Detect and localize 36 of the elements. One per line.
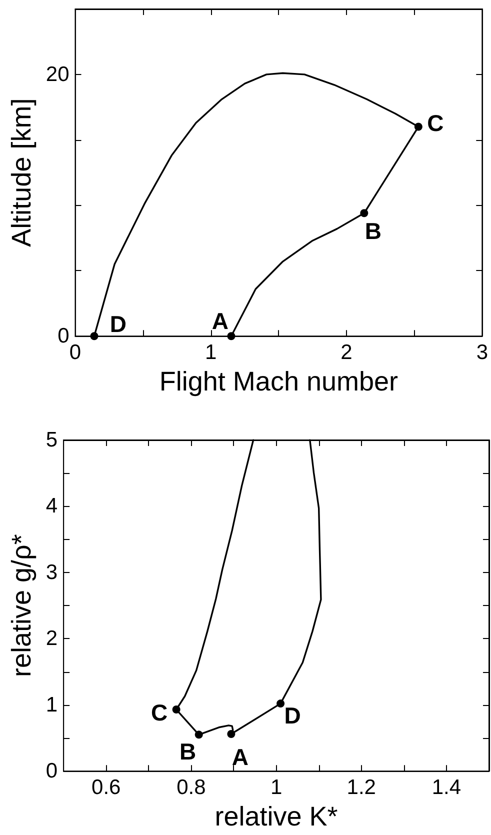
annotation: D [284,702,301,729]
x-tick-label: 1 [205,341,217,364]
x-tick-label: 3 [476,341,488,364]
point [360,209,368,218]
x-tick-label: 1.2 [346,776,376,800]
y-axis-title: relative g/ρ* [6,534,36,678]
y-tick-label: 4 [46,494,58,518]
annotation: A [212,308,229,334]
annotation: B [364,218,382,244]
point [227,730,236,738]
y-tick-label: 0 [46,760,58,783]
y-tick-label: 0 [58,324,70,348]
y-tick-label: 3 [46,560,58,584]
y-tick-label: 20 [46,62,70,86]
x-axis-title: Flight Mach number [159,366,398,396]
point [90,332,98,340]
x-tick-label: 1 [270,776,282,800]
y-tick-label: 1 [46,693,58,716]
annotation: A [232,744,249,770]
annotation: B [180,738,196,765]
point [276,700,285,708]
point [194,730,203,739]
y-tick-label: 2 [46,627,58,650]
x-tick-label: 2 [340,341,352,364]
y-tick-label: 5 [46,428,58,452]
x-tick-label: 0.6 [92,776,121,800]
point [414,122,422,131]
point [172,706,180,714]
annotation: C [427,110,444,136]
annotation: C [151,700,168,726]
x-tick-label: 0.8 [176,776,206,800]
y-axis-title: Altitude [km] [6,98,36,247]
annotation: D [110,311,127,338]
x-tick-label: 1.4 [432,776,462,800]
x-axis-title: relative K* [214,802,338,832]
point [227,332,236,340]
